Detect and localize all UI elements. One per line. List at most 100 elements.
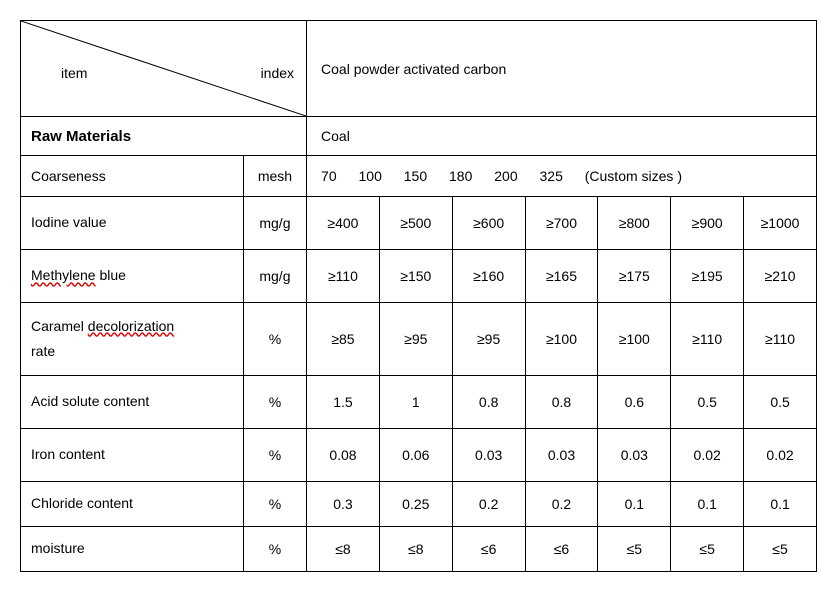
value-cell: 0.8 — [452, 376, 525, 429]
value-cell: 0.02 — [671, 429, 744, 482]
table-row: moisture%≤8≤8≤6≤6≤5≤5≤5 — [21, 527, 817, 572]
value-cell: 0.1 — [744, 482, 817, 527]
value-cell: 0.03 — [525, 429, 598, 482]
value-cell: ≥110 — [671, 303, 744, 376]
table-row: Iron content%0.080.060.030.030.030.020.0… — [21, 429, 817, 482]
coarseness-val: 325 — [540, 168, 563, 184]
value-cell: ≥210 — [744, 250, 817, 303]
value-cell: 0.3 — [307, 482, 380, 527]
value-cell: ≥175 — [598, 250, 671, 303]
value-cell: ≥800 — [598, 197, 671, 250]
value-cell: 0.1 — [671, 482, 744, 527]
value-cell: ≤5 — [598, 527, 671, 572]
value-cell: ≥500 — [379, 197, 452, 250]
table-row: Caramel decolorizationrate%≥85≥95≥95≥100… — [21, 303, 817, 376]
label-text: Acid solute content — [31, 393, 149, 409]
value-cell: ≥110 — [744, 303, 817, 376]
value-cell: ≥195 — [671, 250, 744, 303]
value-cell: ≥100 — [598, 303, 671, 376]
value-cell: ≤8 — [379, 527, 452, 572]
property-label: Methylene blue — [21, 250, 244, 303]
coarseness-val: 150 — [404, 168, 427, 184]
value-cell: 0.1 — [598, 482, 671, 527]
value-cell: ≤8 — [307, 527, 380, 572]
value-cell: ≥600 — [452, 197, 525, 250]
value-cell: 0.5 — [671, 376, 744, 429]
label-text: Iodine value — [31, 214, 107, 230]
value-cell: 0.25 — [379, 482, 452, 527]
unit-cell: % — [243, 482, 306, 527]
header-index-label: index — [261, 65, 294, 81]
value-cell: ≥160 — [452, 250, 525, 303]
value-cell: ≥700 — [525, 197, 598, 250]
value-cell: ≥110 — [307, 250, 380, 303]
label-text: decolorization — [88, 318, 174, 334]
label-text: Methylene — [31, 267, 96, 283]
property-label: moisture — [21, 527, 244, 572]
value-cell: ≥85 — [307, 303, 380, 376]
value-cell: ≤6 — [525, 527, 598, 572]
value-cell: ≥150 — [379, 250, 452, 303]
value-cell: ≥1000 — [744, 197, 817, 250]
property-label: Iron content — [21, 429, 244, 482]
value-cell: 0.02 — [744, 429, 817, 482]
value-cell: 1.5 — [307, 376, 380, 429]
raw-materials-value: Coal — [307, 117, 817, 156]
value-cell: 0.08 — [307, 429, 380, 482]
value-cell: 0.03 — [598, 429, 671, 482]
property-label: Acid solute content — [21, 376, 244, 429]
header-item-label: item — [61, 65, 87, 81]
value-cell: ≤5 — [744, 527, 817, 572]
unit-cell: % — [243, 303, 306, 376]
coarseness-val: 70 — [321, 168, 337, 184]
property-label: Caramel decolorization rate — [21, 303, 244, 376]
value-cell: 0.06 — [379, 429, 452, 482]
spec-table: item index Coal powder activated carbon … — [20, 20, 817, 572]
table-row: Acid solute content%1.510.80.80.60.50.5 — [21, 376, 817, 429]
table-row: Iodine value mg/g≥400≥500≥600≥700≥800≥900… — [21, 197, 817, 250]
value-cell: ≥95 — [379, 303, 452, 376]
unit-cell: mg/g — [243, 250, 306, 303]
coarseness-label: Coarseness — [21, 156, 244, 197]
value-cell: ≥100 — [525, 303, 598, 376]
coarseness-val: 100 — [359, 168, 382, 184]
table-row: Methylene bluemg/g≥110≥150≥160≥165≥175≥1… — [21, 250, 817, 303]
unit-cell: % — [243, 527, 306, 572]
label-text: Chloride content — [31, 495, 133, 511]
value-cell: ≤6 — [452, 527, 525, 572]
unit-cell: mg/g — [243, 197, 306, 250]
header-row: item index Coal powder activated carbon — [21, 21, 817, 117]
diagonal-header-cell: item index — [21, 21, 307, 117]
value-cell: 0.2 — [525, 482, 598, 527]
property-label: Chloride content — [21, 482, 244, 527]
value-cell: ≥400 — [307, 197, 380, 250]
coarseness-unit: mesh — [243, 156, 306, 197]
coarseness-val: 200 — [494, 168, 517, 184]
label-text: blue — [96, 267, 126, 283]
coarseness-val: 180 — [449, 168, 472, 184]
value-cell: ≥165 — [525, 250, 598, 303]
coarseness-note: (Custom sizes ) — [585, 168, 682, 184]
value-cell: 0.2 — [452, 482, 525, 527]
property-label: Iodine value — [21, 197, 244, 250]
table-row: Chloride content%0.30.250.20.20.10.10.1 — [21, 482, 817, 527]
raw-materials-label: Raw Materials — [21, 117, 307, 156]
label-text: moisture — [31, 540, 85, 556]
label-text: Caramel — [31, 318, 88, 334]
value-cell: 0.8 — [525, 376, 598, 429]
value-cell: ≥900 — [671, 197, 744, 250]
unit-cell: % — [243, 429, 306, 482]
value-cell: ≤5 — [671, 527, 744, 572]
value-cell: 0.6 — [598, 376, 671, 429]
value-cell: ≥95 — [452, 303, 525, 376]
value-cell: 1 — [379, 376, 452, 429]
value-cell: 0.03 — [452, 429, 525, 482]
coarseness-values: 70 100 150 180 200 325 (Custom sizes ) — [307, 156, 817, 197]
label-text: Iron content — [31, 446, 105, 462]
header-title: Coal powder activated carbon — [307, 21, 817, 117]
label-text: rate — [31, 343, 55, 359]
unit-cell: % — [243, 376, 306, 429]
value-cell: 0.5 — [744, 376, 817, 429]
raw-materials-row: Raw Materials Coal — [21, 117, 817, 156]
coarseness-row: Coarseness mesh 70 100 150 180 200 325 (… — [21, 156, 817, 197]
